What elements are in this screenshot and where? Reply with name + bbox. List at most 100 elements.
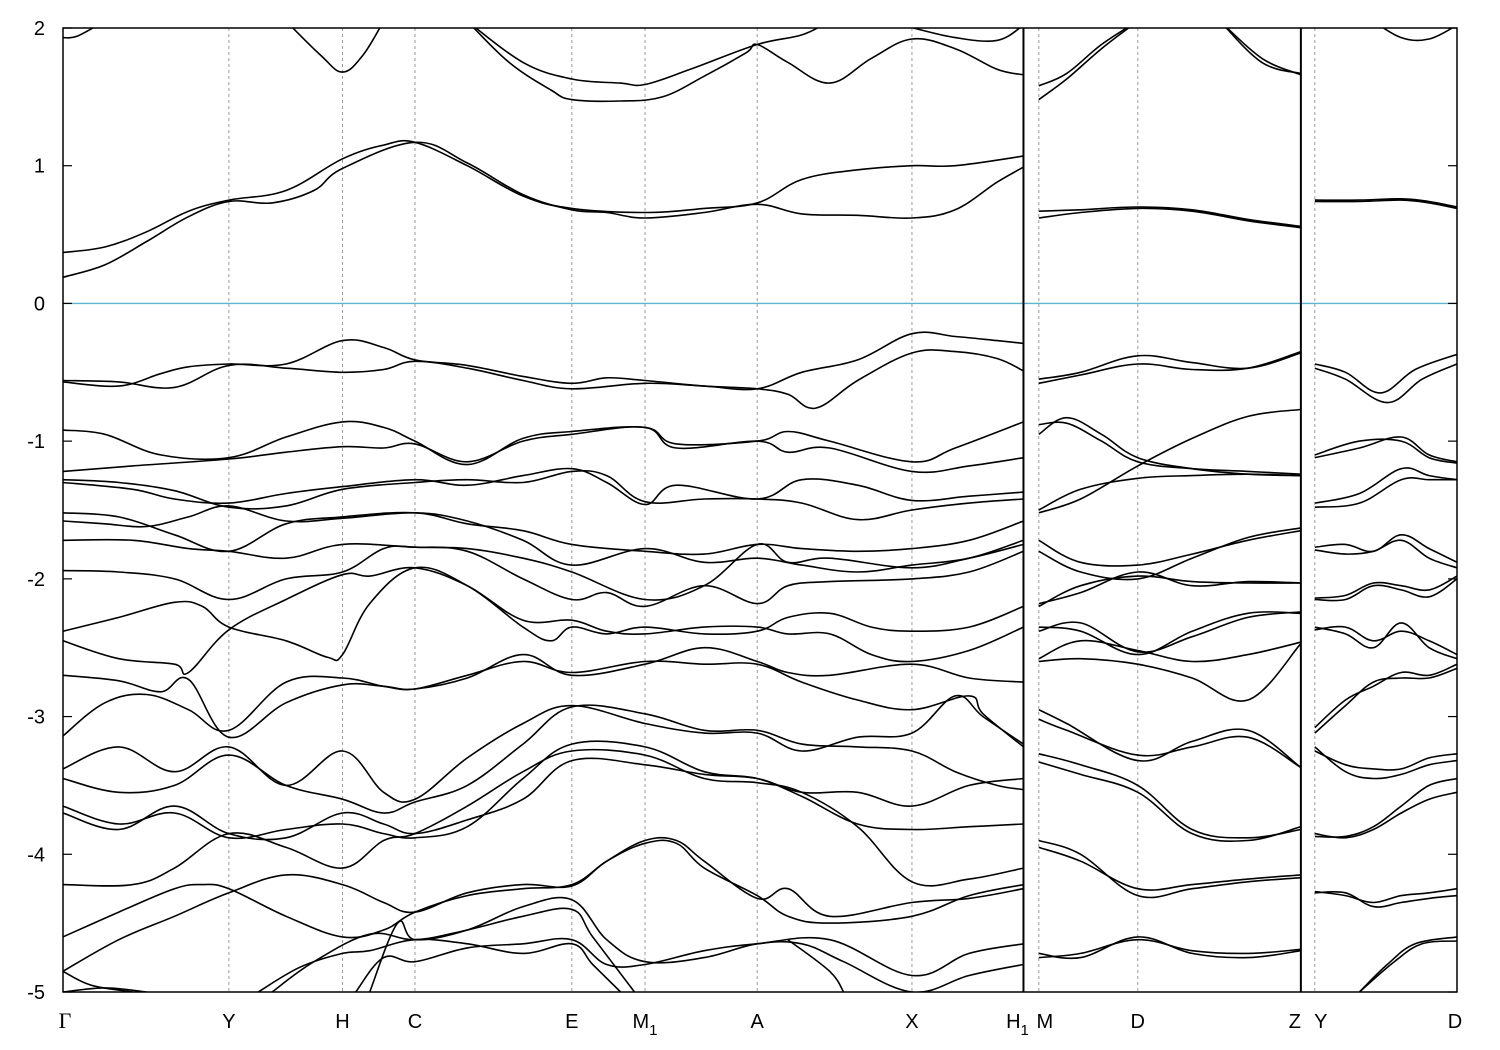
band-line [63, 511, 1024, 556]
band-line [63, 420, 1024, 466]
band-line [1038, 473, 1301, 511]
band-line [1314, 477, 1457, 508]
kpoint-label: M [1036, 1011, 1053, 1033]
band-line [1038, 408, 1301, 514]
band-line [1314, 622, 1457, 660]
band-line [63, 757, 1024, 841]
band-line [1038, 611, 1301, 656]
y-tick-label: -5 [27, 982, 45, 1004]
band-line [1038, 527, 1302, 581]
band-line [1038, 571, 1301, 605]
kpoint-label: H1 [1006, 1011, 1029, 1039]
y-tick-label: 1 [34, 156, 45, 178]
band-line [63, 987, 147, 992]
high-symmetry-gridlines [228, 28, 1316, 992]
band-line [63, 740, 1024, 840]
band-line [63, 839, 1024, 972]
band-line [1314, 539, 1457, 569]
band-line [1314, 199, 1457, 210]
kpoint-label: E [565, 1011, 578, 1033]
band-line [1038, 611, 1301, 653]
y-tick-label: -4 [27, 844, 45, 866]
band-line [1314, 197, 1457, 208]
band-line [63, 331, 1024, 391]
band-line [472, 28, 1024, 103]
band-line [63, 426, 1024, 474]
band-line [1038, 718, 1302, 769]
band-line [1358, 936, 1457, 992]
band-line [63, 836, 1024, 939]
y-tick-label: -1 [27, 431, 45, 453]
band-line [1314, 746, 1457, 780]
band-line [787, 939, 845, 992]
band-line [1358, 940, 1457, 992]
x-axis: Γ Y H C E M1 A X H1 M D Z Y D [59, 1008, 1463, 1039]
band-line [1314, 533, 1457, 564]
band-line [1382, 28, 1454, 42]
y-tick-label: 2 [34, 18, 45, 40]
band-line [1038, 643, 1302, 702]
band-line [63, 566, 1024, 662]
band-line [1314, 467, 1457, 504]
band-line [271, 907, 636, 992]
band-line [1314, 363, 1457, 404]
band-line [913, 28, 1021, 43]
band-line [1038, 708, 1302, 769]
y-tick-label: -2 [27, 569, 45, 591]
kpoint-label: D [1448, 1011, 1462, 1033]
band-line [1314, 438, 1457, 464]
band-line [1038, 938, 1301, 959]
band-line [1314, 890, 1457, 908]
band-line [1038, 207, 1302, 229]
kpoint-label: H [335, 1011, 349, 1033]
band-line [63, 139, 1024, 254]
band-line [291, 28, 381, 73]
kpoint-label: M1 [632, 1011, 657, 1039]
band-line [63, 469, 1024, 521]
kpoint-label: X [905, 1011, 918, 1033]
band-line [1038, 936, 1301, 960]
band-line [1038, 350, 1302, 385]
kpoint-label: D [1131, 1011, 1145, 1033]
band-line [257, 938, 622, 992]
band-line [1038, 753, 1302, 839]
band-line [63, 566, 1024, 675]
band-line [1314, 777, 1457, 838]
band-line [1038, 421, 1301, 475]
band-line [63, 704, 1024, 814]
band-line [1038, 28, 1129, 87]
band-line [1038, 529, 1302, 567]
band-line [1314, 667, 1457, 734]
kpoint-label: Γ [59, 1008, 72, 1033]
band-line [63, 538, 1024, 601]
band-line [63, 141, 1024, 279]
band-line [63, 467, 1024, 506]
kpoint-label: Z [1289, 1011, 1301, 1033]
band-line [1314, 791, 1457, 839]
band-series [63, 28, 1457, 992]
band-line [1314, 625, 1457, 656]
band-line [1314, 436, 1457, 463]
band-line [1314, 353, 1457, 394]
band-line [63, 28, 95, 39]
band-line [1038, 839, 1301, 899]
band-line [63, 660, 1025, 748]
band-line [1038, 846, 1301, 891]
band-line [1038, 206, 1301, 228]
band-line [1038, 639, 1302, 663]
band-line [63, 970, 133, 992]
band-line [1225, 28, 1302, 75]
band-line [368, 896, 1024, 992]
band-line [1038, 28, 1130, 101]
band-line [355, 936, 1024, 992]
band-line [63, 505, 1024, 573]
y-axis: 2 1 0 -1 -2 -3 -4 -5 [27, 18, 1457, 1004]
band-line [63, 748, 1024, 887]
band-line [1038, 575, 1301, 608]
band-line [1314, 663, 1457, 729]
band-line [63, 646, 1024, 737]
band-line [1314, 750, 1457, 771]
path-segment-breaks [1022, 28, 1302, 992]
kpoint-label: A [751, 1011, 765, 1033]
